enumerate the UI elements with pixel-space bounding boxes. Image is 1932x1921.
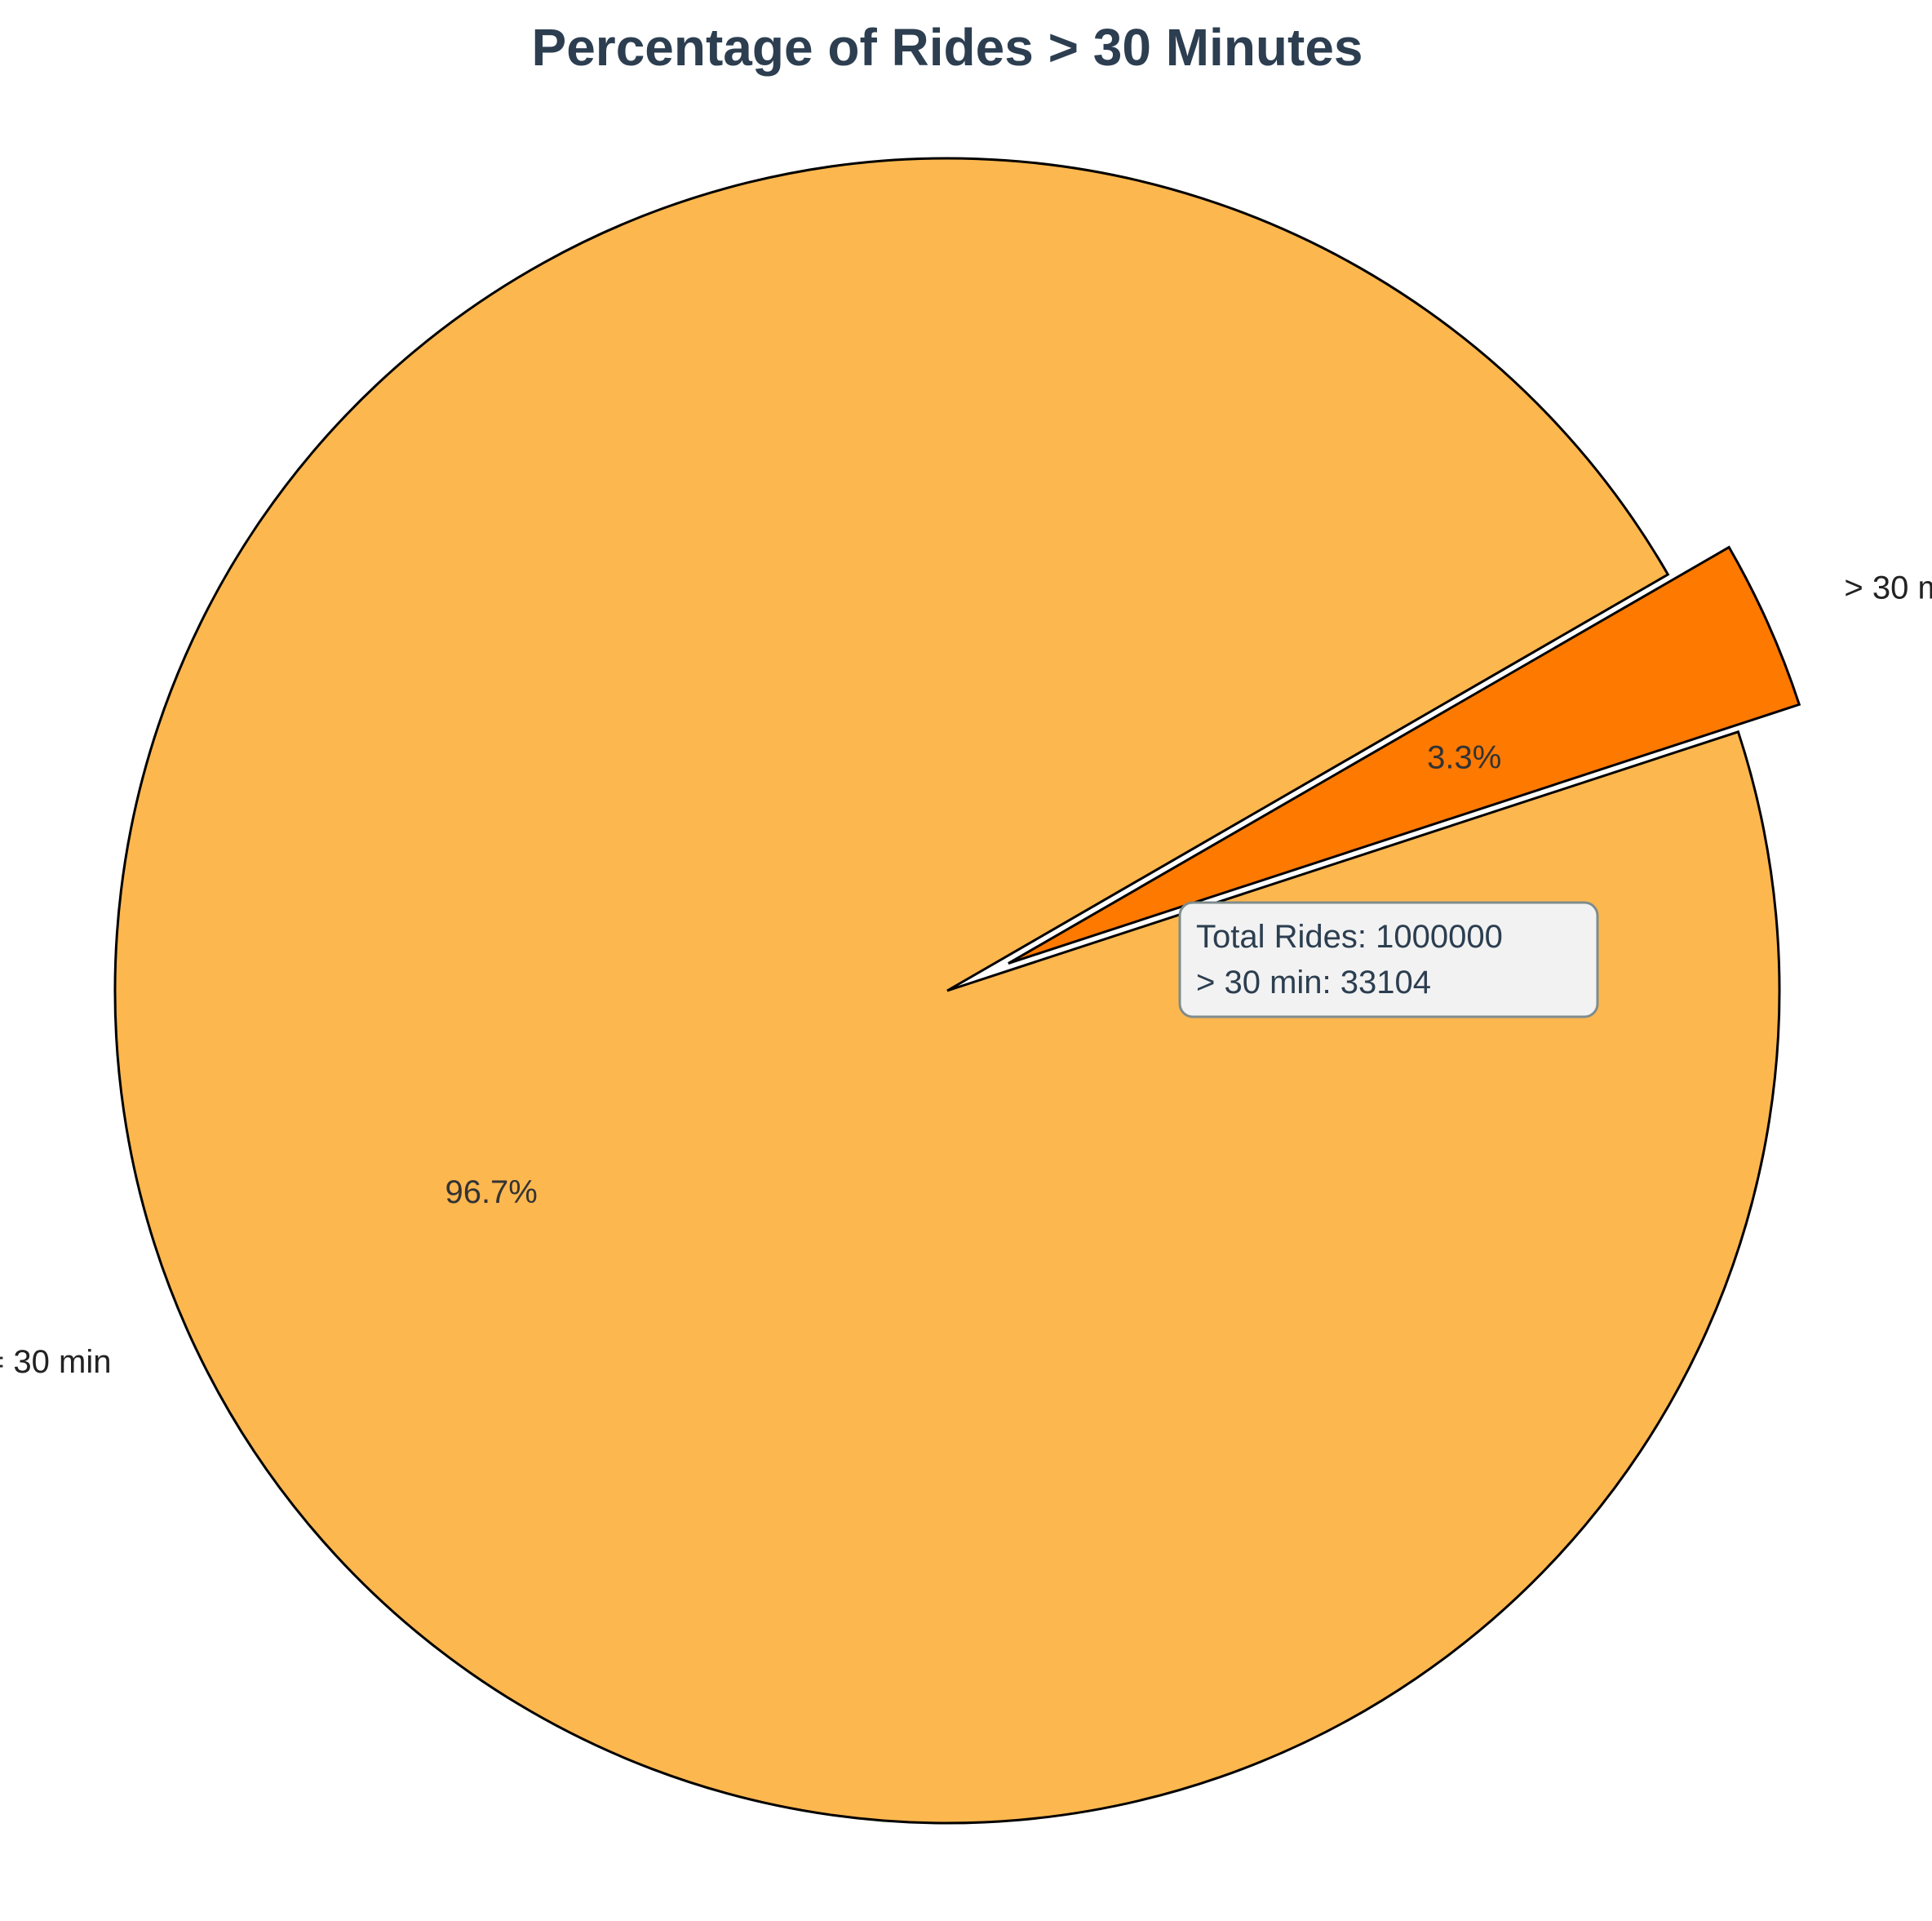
pct-label-over-30: 3.3% (1427, 740, 1501, 776)
chart-title: Percentage of Rides > 30 Minutes (532, 18, 1363, 77)
totals-annotation: Total Rides: 1000000 > 30 min: 33104 (1178, 901, 1599, 1018)
pct-label-under-30: 96.7% (445, 1174, 537, 1210)
pie-slice-over-30 (1008, 545, 1801, 965)
totals-annotation-box (1178, 901, 1599, 1018)
slice-label-over-30: > 30 min (1844, 570, 1932, 606)
pie-slices (113, 157, 1801, 1825)
over-30-min-text: > 30 min: 33104 (1196, 965, 1431, 1000)
pie-labels: <= 30 min 96.7% > 30 min 3.3% (0, 570, 1932, 1380)
total-rides-text: Total Rides: 1000000 (1196, 919, 1503, 955)
slice-label-under-30: <= 30 min (0, 1344, 111, 1380)
pie-slice-under-30 (113, 157, 1781, 1825)
